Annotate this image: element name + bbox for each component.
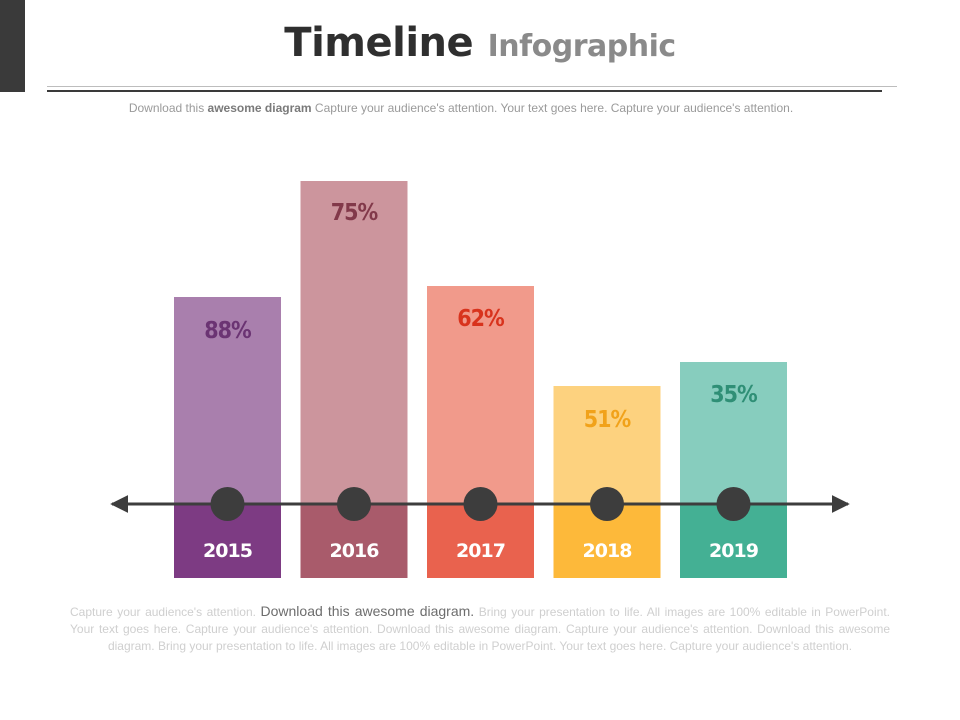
title-sub: Infographic xyxy=(487,29,677,64)
year-label-2016: 2016 xyxy=(330,540,380,562)
title-rule xyxy=(47,90,882,92)
subtitle-prefix: Download this xyxy=(128,101,208,115)
bar-2016 xyxy=(300,181,408,504)
year-label-2018: 2018 xyxy=(583,540,633,562)
bar-2019 xyxy=(680,362,787,504)
year-label-2015: 2015 xyxy=(203,540,252,562)
body-text-part1: Capture your audience's attention. xyxy=(70,605,261,619)
timeline-marker-2016 xyxy=(337,487,371,521)
timeline-marker-2018 xyxy=(590,487,624,521)
corner-accent-block xyxy=(0,0,25,92)
timeline-marker-2019 xyxy=(716,487,751,521)
body-paragraph: Capture your audience's attention. Downl… xyxy=(70,603,890,655)
year-label-2019: 2019 xyxy=(709,540,758,562)
subtitle: Download this awesome diagram Capture yo… xyxy=(0,101,922,115)
title-rule-light xyxy=(47,86,897,87)
timeline-marker-2017 xyxy=(463,487,498,521)
body-text-part2: Bring your presentation to life. All ima… xyxy=(70,605,890,653)
value-label-2017: 62% xyxy=(457,306,505,332)
bar-2015 xyxy=(174,297,281,504)
title-main: Timeline xyxy=(284,20,474,66)
subtitle-suffix: Capture your audience's attention. Your … xyxy=(311,101,794,115)
bar-2018 xyxy=(553,386,661,504)
value-label-2016: 75% xyxy=(331,200,379,226)
value-label-2015: 88% xyxy=(204,318,252,344)
body-text-emphasis: Download this awesome diagram. xyxy=(260,603,475,619)
year-label-2017: 2017 xyxy=(456,540,505,562)
value-label-2018: 51% xyxy=(584,407,632,433)
value-label-2019: 35% xyxy=(710,382,758,408)
bar-2017 xyxy=(427,286,534,504)
page-title: Timeline Infographic xyxy=(0,20,960,66)
timeline-marker-2015 xyxy=(210,487,245,521)
subtitle-bold: awesome diagram xyxy=(207,101,312,115)
